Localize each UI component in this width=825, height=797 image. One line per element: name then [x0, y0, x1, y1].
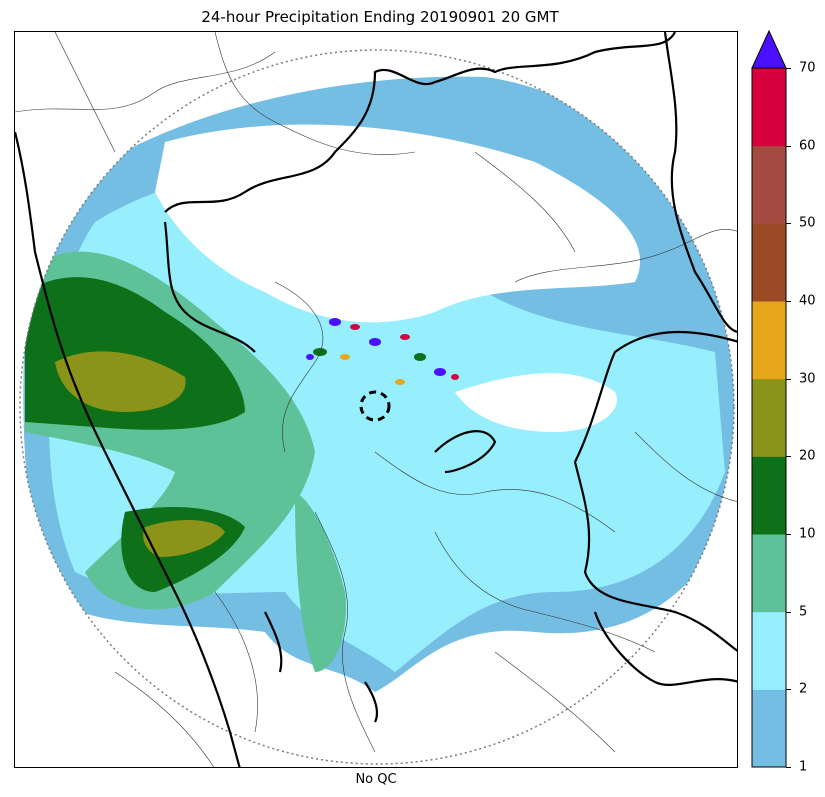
- clutter-cells: [306, 318, 459, 385]
- colorbar-segment: [752, 534, 786, 613]
- colorbar-tick-mark: [786, 456, 791, 458]
- colorbar-segment: [752, 456, 786, 535]
- colorbar-svg: [751, 29, 787, 768]
- colorbar-tick-label: 5: [799, 604, 808, 620]
- colorbar-frame: [751, 67, 787, 768]
- colorbar-tick-mark: [786, 767, 791, 768]
- national-borders: [15, 32, 737, 767]
- no-precip-region: [155, 124, 641, 323]
- colorbar-tick-label: 1: [799, 759, 808, 775]
- no-precip-region-2: [455, 373, 617, 432]
- precip-20-30-region: [55, 351, 186, 412]
- colorbar-segment: [752, 145, 786, 224]
- colorbar-tick-mark: [786, 689, 791, 691]
- colorbar-segment: [752, 223, 786, 302]
- x-axis-label: No QC: [355, 772, 397, 787]
- radar-range-ring: [19, 49, 735, 765]
- colorbar-segment: [752, 689, 786, 768]
- colorbar-segment: [752, 68, 786, 147]
- colorbar: [751, 29, 787, 768]
- colorbar-tick-label: 20: [799, 448, 816, 464]
- admin-borders: [15, 32, 737, 767]
- precip-20-30-south: [143, 520, 225, 557]
- colorbar-tick-mark: [786, 378, 791, 380]
- colorbar-segments: [752, 68, 786, 768]
- colorbar-segment: [752, 611, 786, 690]
- colorbar-tick-label: 10: [799, 526, 816, 542]
- map-canvas: [15, 32, 737, 767]
- colorbar-tick-mark: [786, 611, 791, 613]
- precipitation-map: [14, 31, 738, 768]
- colorbar-tick-mark: [786, 145, 791, 147]
- colorbar-tick-label: 40: [799, 293, 816, 309]
- colorbar-tick-label: 60: [799, 138, 816, 154]
- precip-field: [23, 76, 734, 692]
- colorbar-tick-label: 2: [799, 681, 808, 697]
- colorbar-tick-mark: [786, 68, 791, 69]
- colorbar-tick-label: 30: [799, 371, 816, 387]
- chart-title: 24-hour Precipitation Ending 20190901 20…: [201, 8, 559, 26]
- colorbar-tick-mark: [786, 223, 791, 225]
- radar-site-marker: [359, 390, 391, 422]
- colorbar-tick-mark: [786, 534, 791, 535]
- colorbar-segment: [752, 301, 786, 380]
- colorbar-tick-label: 50: [799, 215, 816, 231]
- precip-5-10-south: [295, 492, 346, 672]
- colorbar-tick-label: 70: [799, 60, 816, 76]
- colorbar-segment: [752, 378, 786, 457]
- colorbar-extend-triangle: [751, 29, 787, 69]
- colorbar-tick-mark: [786, 301, 791, 302]
